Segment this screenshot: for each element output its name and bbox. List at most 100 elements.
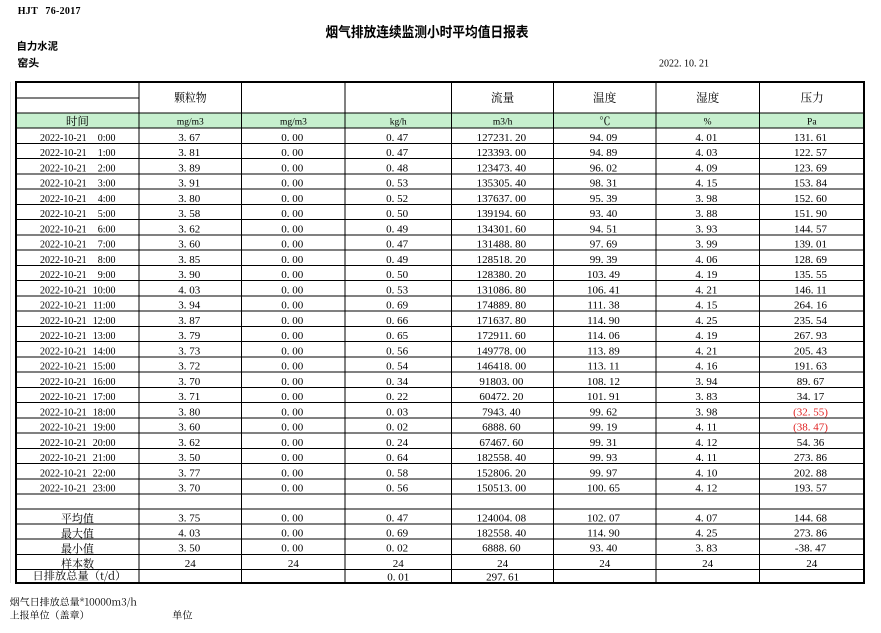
svg-text:127231. 20: 127231. 20 <box>477 132 527 144</box>
svg-text:171637. 80: 171637. 80 <box>477 315 527 327</box>
svg-text:99. 62: 99. 62 <box>590 406 618 418</box>
svg-text:94. 89: 94. 89 <box>590 147 618 159</box>
svg-text:2022-10-21: 2022-10-21 <box>40 270 87 281</box>
svg-text:2022-10-21: 2022-10-21 <box>40 301 87 312</box>
svg-text:4. 25: 4. 25 <box>695 528 718 540</box>
svg-text:3. 67: 3. 67 <box>178 132 201 144</box>
svg-text:101. 91: 101. 91 <box>587 391 620 403</box>
svg-text:182558. 40: 182558. 40 <box>477 528 527 540</box>
svg-text:3. 60: 3. 60 <box>178 239 201 251</box>
svg-text:3. 50: 3. 50 <box>178 452 201 464</box>
svg-text:19:00: 19:00 <box>93 423 116 434</box>
svg-text:273. 86: 273. 86 <box>794 528 828 540</box>
svg-text:11:00: 11:00 <box>93 301 115 312</box>
svg-text:kg/h: kg/h <box>390 117 407 127</box>
svg-text:98. 31: 98. 31 <box>590 178 618 190</box>
svg-text:24: 24 <box>599 558 611 570</box>
svg-text:4. 09: 4. 09 <box>695 162 718 174</box>
svg-text:2022-10-21: 2022-10-21 <box>40 163 87 174</box>
svg-text:0. 50: 0. 50 <box>386 208 409 220</box>
svg-text:-38. 47: -38. 47 <box>795 543 827 555</box>
svg-text:4. 07: 4. 07 <box>695 513 718 525</box>
svg-text:2022-10-21: 2022-10-21 <box>40 453 87 464</box>
svg-text:7:00: 7:00 <box>98 240 116 251</box>
svg-text:3. 60: 3. 60 <box>178 422 201 434</box>
svg-text:202. 88: 202. 88 <box>794 467 828 479</box>
svg-text:3. 98: 3. 98 <box>695 193 718 205</box>
svg-text:2022-10-21: 2022-10-21 <box>40 423 87 434</box>
svg-text:93. 40: 93. 40 <box>590 208 618 220</box>
svg-text:4. 21: 4. 21 <box>695 284 717 296</box>
svg-text:124004. 08: 124004. 08 <box>477 513 527 525</box>
svg-text:3. 71: 3. 71 <box>178 391 200 403</box>
svg-text:114. 90: 114. 90 <box>587 528 620 540</box>
svg-text:172911. 60: 172911. 60 <box>477 330 527 342</box>
svg-text:153. 84: 153. 84 <box>794 178 828 190</box>
svg-text:24: 24 <box>393 558 405 570</box>
svg-text:(32. 55): (32. 55) <box>793 406 828 418</box>
svg-text:0. 00: 0. 00 <box>281 178 304 190</box>
svg-text:0. 00: 0. 00 <box>281 300 304 312</box>
svg-text:174889. 80: 174889. 80 <box>477 300 527 312</box>
svg-text:3. 87: 3. 87 <box>178 315 201 327</box>
svg-text:95. 39: 95. 39 <box>590 193 618 205</box>
svg-text:0:00: 0:00 <box>98 133 116 144</box>
svg-text:89. 67: 89. 67 <box>797 376 825 388</box>
svg-text:3. 75: 3. 75 <box>178 513 201 525</box>
svg-text:103. 49: 103. 49 <box>587 269 621 281</box>
svg-text:24: 24 <box>288 558 300 570</box>
svg-text:146. 11: 146. 11 <box>794 284 827 296</box>
svg-text:0. 24: 0. 24 <box>386 437 409 449</box>
svg-text:0. 22: 0. 22 <box>386 391 408 403</box>
svg-text:60472. 20: 60472. 20 <box>479 391 524 403</box>
svg-text:10:00: 10:00 <box>93 285 116 296</box>
svg-text:67467. 60: 67467. 60 <box>479 437 524 449</box>
svg-text:108. 12: 108. 12 <box>587 376 620 388</box>
svg-text:191. 63: 191. 63 <box>794 361 828 373</box>
svg-text:4. 12: 4. 12 <box>695 437 717 449</box>
svg-text:0. 00: 0. 00 <box>281 254 304 266</box>
svg-text:3. 89: 3. 89 <box>178 162 201 174</box>
svg-text:9:00: 9:00 <box>98 270 116 281</box>
svg-text:137637. 00: 137637. 00 <box>477 193 527 205</box>
svg-text:4. 06: 4. 06 <box>695 254 718 266</box>
svg-text:12:00: 12:00 <box>93 316 116 327</box>
svg-text:264. 16: 264. 16 <box>794 300 828 312</box>
svg-text:22:00: 22:00 <box>93 468 116 479</box>
svg-text:24: 24 <box>806 558 818 570</box>
svg-text:3. 94: 3. 94 <box>695 376 718 388</box>
svg-text:0. 00: 0. 00 <box>281 452 304 464</box>
svg-text:99. 19: 99. 19 <box>590 422 618 434</box>
svg-text:0. 00: 0. 00 <box>281 330 304 342</box>
svg-text:0. 00: 0. 00 <box>281 361 304 373</box>
svg-text:2022-10-21: 2022-10-21 <box>40 209 87 220</box>
svg-text:8:00: 8:00 <box>98 255 116 266</box>
svg-text:5:00: 5:00 <box>98 209 116 220</box>
svg-text:149778. 00: 149778. 00 <box>477 345 527 357</box>
svg-text:0. 00: 0. 00 <box>281 406 304 418</box>
svg-text:0. 00: 0. 00 <box>281 543 304 555</box>
svg-text:2022-10-21: 2022-10-21 <box>40 148 87 159</box>
svg-text:4:00: 4:00 <box>98 194 116 205</box>
svg-text:0. 00: 0. 00 <box>281 132 304 144</box>
svg-text:94. 09: 94. 09 <box>590 132 618 144</box>
svg-text:128. 69: 128. 69 <box>794 254 828 266</box>
svg-text:0. 66: 0. 66 <box>386 315 409 327</box>
svg-text:(38. 47): (38. 47) <box>793 422 828 434</box>
svg-text:2022-10-21: 2022-10-21 <box>40 346 87 357</box>
svg-text:152806. 20: 152806. 20 <box>477 467 527 479</box>
svg-text:mg/m3: mg/m3 <box>280 117 307 127</box>
svg-text:13:00: 13:00 <box>93 331 116 342</box>
svg-text:3. 80: 3. 80 <box>178 406 201 418</box>
svg-text:0. 00: 0. 00 <box>281 376 304 388</box>
svg-text:0. 49: 0. 49 <box>386 254 409 266</box>
svg-text:94. 51: 94. 51 <box>590 223 618 235</box>
svg-text:1:00: 1:00 <box>98 148 116 159</box>
svg-text:3. 58: 3. 58 <box>178 208 201 220</box>
svg-text:0. 00: 0. 00 <box>281 223 304 235</box>
svg-text:2022-10-21: 2022-10-21 <box>40 438 87 449</box>
svg-text:144. 68: 144. 68 <box>794 513 828 525</box>
svg-text:99. 31: 99. 31 <box>590 437 618 449</box>
svg-text:Pa: Pa <box>807 117 817 127</box>
svg-text:4. 15: 4. 15 <box>695 300 718 312</box>
